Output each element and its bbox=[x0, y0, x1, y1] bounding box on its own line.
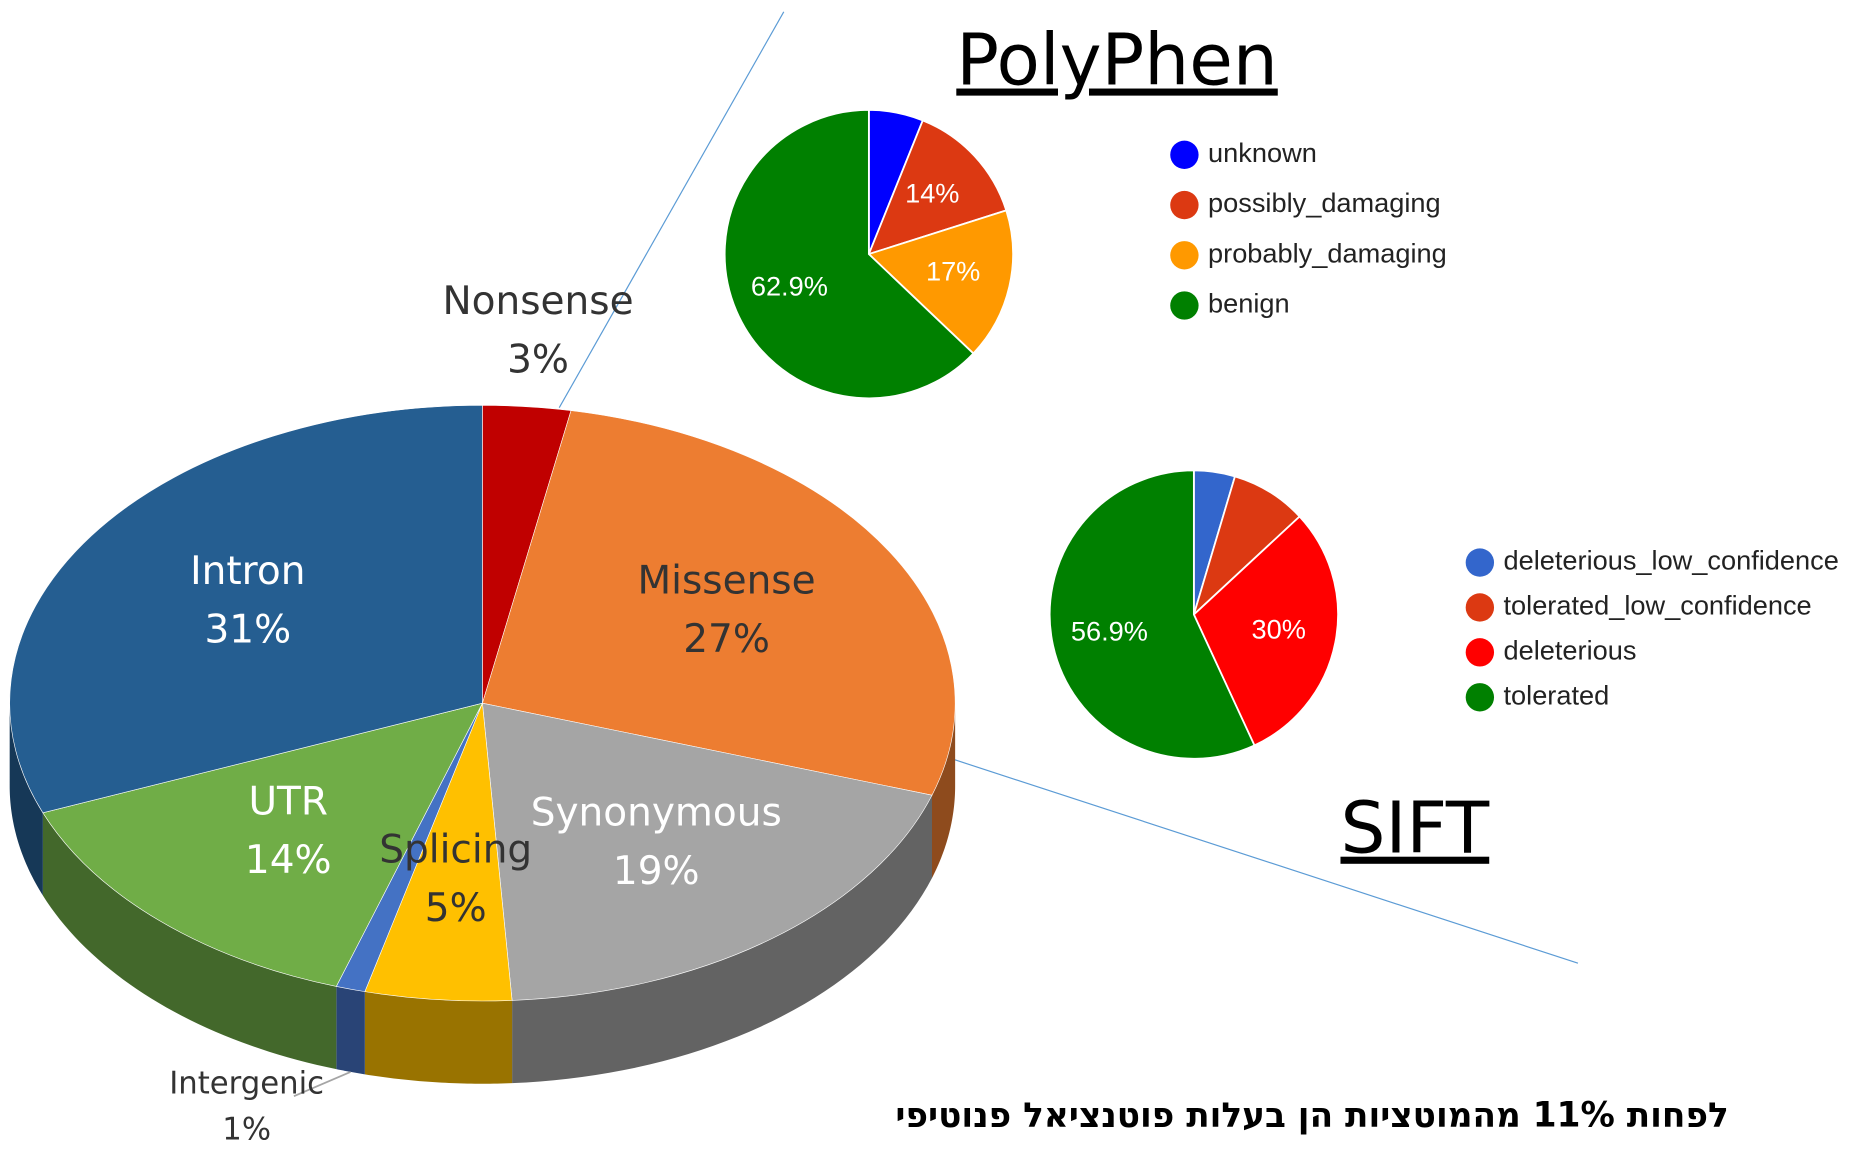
legend-label: deleterious bbox=[1504, 635, 1637, 666]
slice-value: 27% bbox=[683, 617, 770, 662]
slice bbox=[364, 703, 513, 1002]
slice bbox=[867, 209, 1014, 355]
legend-label: tolerated bbox=[1504, 679, 1610, 710]
legend-swatch bbox=[1170, 291, 1199, 320]
legend-label: tolerated_low_confidence bbox=[1504, 590, 1812, 621]
slice-side bbox=[512, 795, 932, 1084]
legend-swatch bbox=[1465, 593, 1495, 622]
slice-label: Nonsense bbox=[442, 279, 633, 324]
legend-swatch bbox=[1170, 190, 1199, 220]
slice bbox=[1048, 469, 1256, 760]
legend-swatch bbox=[1465, 683, 1495, 712]
chart-title: PolyPhen bbox=[956, 19, 1277, 102]
slice-label: UTR bbox=[249, 780, 328, 825]
slice-side bbox=[336, 986, 365, 1075]
slice-label: Synonymous bbox=[531, 791, 782, 836]
slice-side bbox=[931, 703, 956, 878]
annotation: לפחות 11% מהמוטציות הן בעלות פוטנציאל פנ… bbox=[895, 1095, 1728, 1135]
legend-swatch bbox=[1465, 638, 1495, 667]
slice-value: 14% bbox=[245, 838, 332, 883]
slice-value: 3% bbox=[507, 337, 569, 382]
slice-side bbox=[364, 991, 513, 1084]
slice-side bbox=[9, 703, 43, 896]
slice bbox=[482, 410, 956, 796]
slice-value: 14% bbox=[905, 177, 959, 208]
legend-swatch bbox=[1170, 140, 1199, 169]
slice-label: Missense bbox=[637, 558, 815, 603]
slice-side bbox=[42, 812, 337, 1070]
slice bbox=[1192, 515, 1339, 747]
leader-line bbox=[293, 1071, 351, 1097]
slice-value: 56.9% bbox=[1071, 615, 1148, 646]
slice bbox=[42, 702, 483, 987]
slice-value: 5% bbox=[425, 886, 487, 931]
slice-value: 17% bbox=[926, 256, 980, 287]
legend-label: probably_damaging bbox=[1208, 237, 1447, 268]
legend-swatch bbox=[1170, 241, 1199, 270]
slice-label: Intergenic bbox=[169, 1065, 324, 1101]
slice-label: Intron bbox=[190, 549, 305, 594]
slice-value: 1% bbox=[222, 1111, 271, 1147]
slice-value: 30% bbox=[1252, 613, 1306, 644]
legend-label: possibly_damaging bbox=[1208, 187, 1441, 218]
connector-line bbox=[558, 11, 785, 409]
legend-label: benign bbox=[1208, 288, 1290, 319]
legend-swatch bbox=[1465, 548, 1495, 577]
connector-line bbox=[951, 758, 1579, 964]
slice-value: 62.9% bbox=[751, 270, 828, 301]
slice-label: Splicing bbox=[379, 827, 532, 872]
slice-value: 19% bbox=[613, 849, 700, 894]
legend-label: unknown bbox=[1208, 137, 1317, 168]
slice bbox=[723, 109, 975, 400]
chart-title: SIFT bbox=[1340, 787, 1489, 870]
slice bbox=[482, 702, 933, 1001]
slice-value: 31% bbox=[204, 607, 291, 652]
slice bbox=[9, 405, 483, 814]
legend-label: deleterious_low_confidence bbox=[1504, 545, 1839, 576]
